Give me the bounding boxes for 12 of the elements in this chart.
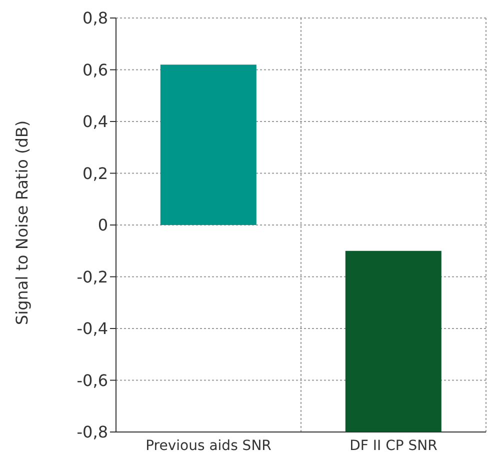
- y-tick-label: -0,2: [76, 267, 108, 286]
- y-tick-label: 0,6: [82, 60, 108, 80]
- y-tick-label: -0,6: [76, 370, 108, 390]
- x-tick-label: DF II CP SNR: [350, 438, 438, 454]
- y-tick-label: 0,4: [82, 112, 108, 132]
- y-tick-label: 0,8: [82, 8, 108, 28]
- y-tick-label: -0,8: [76, 422, 108, 442]
- y-axis-title: Signal to Noise Ratio (dB): [12, 120, 32, 325]
- x-tick-label: Previous aids SNR: [146, 438, 272, 454]
- y-tick-label: -0,4: [76, 319, 108, 338]
- y-tick-label: 0,2: [82, 164, 108, 183]
- y-tick-label: 0: [98, 216, 108, 235]
